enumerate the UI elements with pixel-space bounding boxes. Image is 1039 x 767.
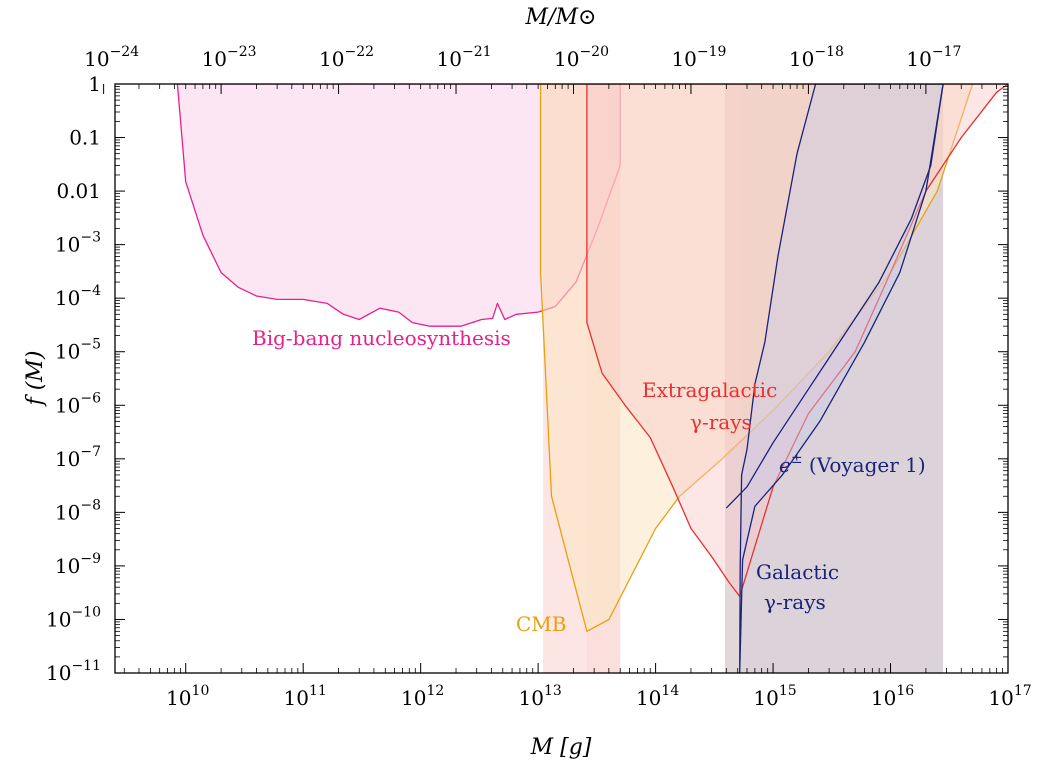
- extragalactic-gamma-label: γ-rays: [690, 410, 752, 434]
- bbn-label: Big-bang nucleosynthesis: [252, 326, 511, 350]
- voyager-label-e: e: [779, 453, 791, 477]
- plot-frame: [114, 83, 1009, 674]
- ticks-layer: [103, 83, 1009, 674]
- top-tick-label: 10−20: [554, 44, 609, 71]
- y-tick-label: 10−6: [55, 390, 101, 417]
- y-tick-label: 10−11: [46, 658, 101, 685]
- series-e-voyager-1: [725, 84, 944, 509]
- voyager-label-rest: (Voyager 1): [803, 453, 926, 477]
- x-axis-title: M [g]: [530, 735, 592, 760]
- x-tick-label: 1010: [166, 683, 209, 710]
- x-tick-label: 1015: [753, 683, 796, 710]
- y-tick-label: 0.01: [56, 179, 101, 203]
- x-tick-label: 1011: [284, 683, 327, 710]
- area-layer: [176, 84, 1008, 673]
- y-tick-label: 0.1: [69, 126, 101, 150]
- x-tick-label: 1017: [988, 683, 1031, 710]
- y-axis-title: f (M): [23, 351, 48, 408]
- y-tick-label: 10−7: [55, 444, 101, 471]
- galactic-gamma-label: γ-rays: [764, 590, 826, 614]
- x-tick-label: 1016: [871, 683, 914, 710]
- y-tick-label: 10−4: [55, 283, 101, 310]
- series-galactic-rays: [739, 84, 944, 673]
- y-tick-label: 10−9: [55, 551, 101, 578]
- x-tick-label: 1012: [401, 683, 444, 710]
- y-tick-label: 10−3: [55, 230, 101, 257]
- galactic-label: Galactic: [756, 560, 839, 584]
- voyager-label: e± (Voyager 1): [779, 451, 926, 477]
- top-tick-label: 10−17: [906, 44, 961, 71]
- y-tick-label: 10−5: [55, 337, 101, 364]
- top-tick-label: 10−21: [437, 44, 492, 71]
- voyager-label-pm: ±: [791, 451, 803, 467]
- top-tick-label: 10−24: [84, 44, 139, 71]
- series-cmb: [539, 84, 974, 632]
- cmb-label: CMB: [516, 612, 566, 636]
- series-extragalactic-rays: [586, 84, 1008, 598]
- tick-labels-layer: 1010 1011 1012 1013 1014 1015 1016 1017 10−24 10−…: [46, 44, 1032, 710]
- top-tick-label: 10−18: [789, 44, 844, 71]
- x-tick-label: 1013: [518, 683, 561, 710]
- extragalactic-label: Extragalactic: [642, 378, 777, 402]
- x-tick-label: 1014: [636, 683, 679, 710]
- y-tick-label: 10−8: [55, 497, 101, 524]
- top-tick-label: 10−23: [202, 44, 257, 71]
- y-tick-label: 1: [88, 72, 101, 96]
- top-axis-title: M/M⊙: [525, 5, 597, 30]
- y-tick-label: 10−10: [46, 604, 101, 631]
- top-tick-label: 10−19: [671, 44, 726, 71]
- top-tick-label: 10−22: [319, 44, 374, 71]
